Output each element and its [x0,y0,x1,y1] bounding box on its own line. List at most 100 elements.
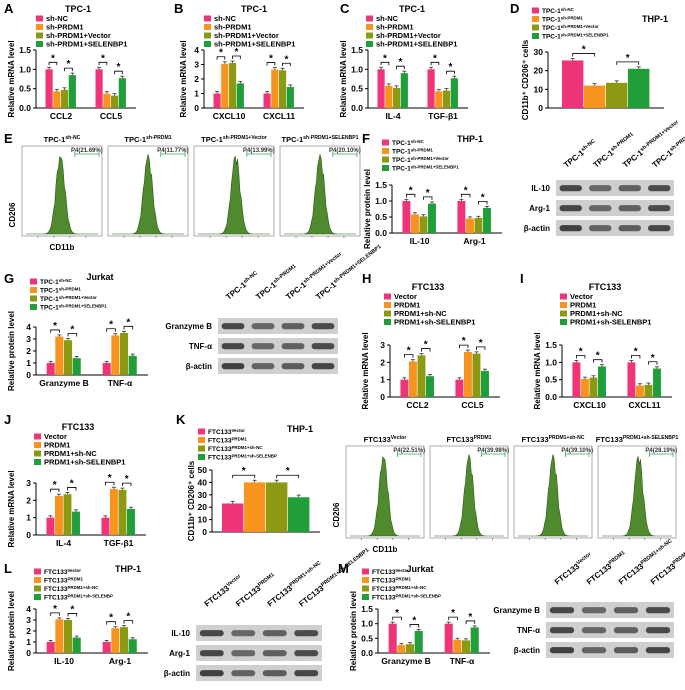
blot-strip [546,602,674,618]
legend-swatch [30,295,37,302]
blot-band [231,670,256,677]
legend-swatch [34,433,41,440]
blot-band [281,363,305,370]
bar [72,358,81,375]
bar [127,509,135,535]
blot-band [281,323,305,330]
legend-swatch [384,310,391,317]
significance-star: * [116,62,120,73]
blot-row-label: β-actin [164,669,190,678]
bar [266,482,288,532]
y-tick-label: 0.0 [351,103,363,113]
bar [428,203,436,233]
x-tick-label: IL-4 [385,111,400,121]
significance-bracket [392,616,402,621]
significance-bracket [648,361,658,365]
flow-gate-label: P4(22.51%) [393,448,425,454]
blot-band [294,630,319,637]
y-tick-label: 4 [194,45,199,55]
blot-band [251,323,275,330]
blot-band [613,607,639,614]
y-tick-label: 1.0 [351,64,363,74]
flow-title: TPC-1sh-NC [44,135,81,144]
blot-band [648,185,671,192]
bar [46,517,55,535]
bar [288,497,310,532]
x-tick-label: IL-10 [410,236,430,246]
blot-band [262,670,287,677]
legend-swatch [366,24,373,30]
legend-swatch [36,24,43,30]
blot-band [559,185,582,192]
significance-bracket [406,193,416,198]
x-tick-label: Granzyme B [381,656,431,666]
legend-swatch [198,454,205,460]
significance-star: * [126,317,130,328]
panel-label: B [174,1,183,16]
bar [472,353,481,397]
blot-row-label: TNF-α [189,342,212,351]
legend-swatch [384,293,391,300]
y-tick-label: 0 [194,103,199,113]
panel-label: E [4,131,13,146]
y-tick-label: 0 [26,530,31,540]
y-tick-label: 1.0 [375,196,387,206]
blot-strip [196,645,322,661]
bar [111,95,119,108]
legend-swatch [560,302,567,308]
significance-bracket [404,354,414,358]
blot-strip [218,358,338,374]
blot-band [199,650,224,657]
x-tick-label: CCL5 [100,111,122,121]
blot-strip [196,625,322,641]
blot-lane-label: FTC133PRDM1+sh-NC [266,560,324,608]
x-tick-label: Arg-1 [109,656,131,666]
y-tick-label: 20 [198,502,208,512]
panel-label: L [4,561,12,576]
significance-bracket [50,329,60,333]
bar [408,361,417,397]
blot-band [199,630,224,637]
significance-bracket [396,65,405,70]
legend-swatch [34,568,41,575]
significance-bracket [98,61,108,66]
legend-swatch [30,278,37,285]
significance-star: * [70,604,74,615]
blot-band [648,205,671,212]
blot-strip [546,622,674,638]
legend-swatch [34,450,41,457]
blot-band [294,650,319,657]
chart-title: FTC133 [62,422,95,432]
x-tick-label: Arg-1 [463,236,485,246]
y-tick-label: 3 [26,478,31,488]
significance-bracket [50,612,60,616]
chart-title: TPC-1 [241,4,267,14]
y-tick-label: 3 [194,60,199,70]
legend-swatch [560,310,567,317]
blot-band [221,363,245,370]
bar [450,78,458,108]
legend-entry: sh-PRDM1+Vector [214,31,279,40]
y-axis-label: Relative protein level [349,591,358,671]
flow-histogram [284,154,356,235]
legend-entry: PRDM1 [570,301,596,310]
legend-swatch [382,156,389,163]
significance-star: * [409,185,413,196]
y-tick-label: 3 [26,334,31,344]
significance-star: * [424,340,428,351]
y-tick-label: 0 [26,648,31,658]
significance-star: * [462,336,466,347]
flow-gate-label: P4(39.98%) [477,448,509,454]
bar [628,68,650,108]
legend-entry: sh-NC [214,14,237,23]
significance-star: * [269,54,273,65]
y-tick-label: 0.5 [545,375,557,385]
blot-strip [218,318,338,334]
legend-entry: FTC133PRDM1+sh-SELENBP [44,593,113,602]
legend-entry: Vector [44,432,67,441]
significance-bracket [616,61,640,65]
legend-entry: PRDM1+sh-SELENBP1 [394,318,475,327]
blot-strip [218,338,338,354]
significance-bracket [446,70,455,75]
bar [483,208,491,233]
